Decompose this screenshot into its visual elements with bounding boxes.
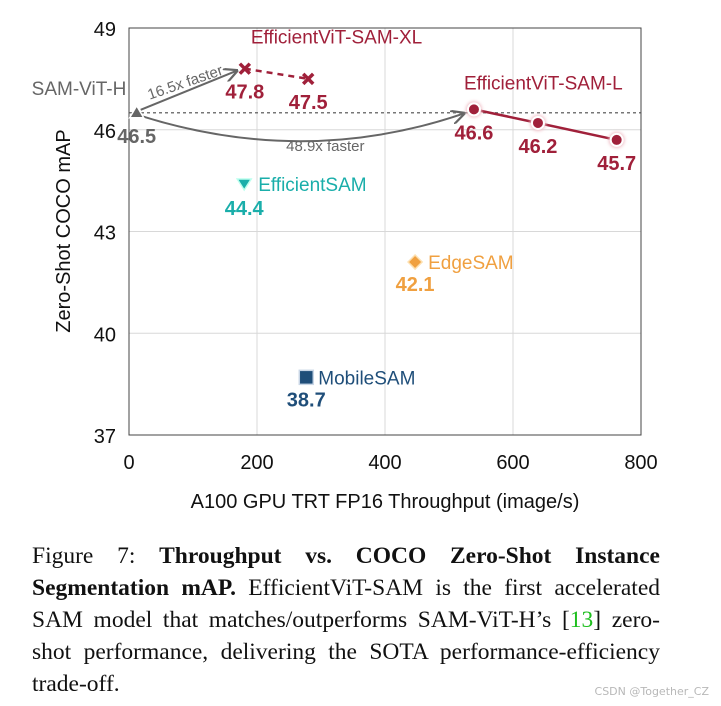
grid [129, 28, 641, 435]
series-efficientvit-sam-xl: 47.8 47.5 EfficientViT-SAM-XL [225, 28, 422, 114]
arrow-16x [140, 71, 237, 111]
y-tick-label: 49 [94, 19, 116, 41]
x-tick-label: 200 [240, 452, 273, 474]
series-label: EdgeSAM [428, 253, 514, 274]
series-line [244, 67, 309, 81]
series-label: SAM-ViT-H [32, 79, 127, 100]
data-label: 47.8 [225, 82, 264, 104]
triangle-marker [235, 178, 253, 192]
circle-marker [609, 132, 624, 147]
x-axis-label: A100 GPU TRT FP16 Throughput (image/s) [191, 491, 580, 513]
data-label: 47.5 [289, 92, 328, 114]
chart: 0 200 400 600 800 37 40 43 46 49 16.5x faster 48.9… [32, 19, 658, 513]
data-label: 46.6 [454, 122, 493, 144]
y-tick-label: 40 [94, 324, 116, 346]
y-tick-label: 43 [94, 223, 116, 245]
axes: 0 200 400 600 800 37 40 43 46 49 [94, 19, 658, 474]
x-tick-label: 0 [123, 452, 134, 474]
data-label: 38.7 [287, 389, 326, 411]
series-sam-vit-h: 46.5 SAM-ViT-H [32, 79, 156, 148]
square-marker [298, 369, 315, 386]
caption-text: EfficientViT-SAM is the first accelerate… [32, 575, 660, 633]
circle-marker [530, 115, 545, 130]
y-axis-label: Zero-Shot COCO mAP [53, 129, 75, 332]
series-label: EfficientViT-SAM-L [464, 73, 623, 94]
x-tick-label: 800 [624, 452, 657, 474]
plot-frame [128, 27, 642, 436]
annotation-label: 48.9x faster [286, 138, 364, 155]
x-tick-label: 400 [368, 452, 401, 474]
series-label: EfficientSAM [258, 175, 366, 196]
series-efficientvit-sam-l: 46.6 46.2 45.7 EfficientViT-SAM-L [454, 73, 636, 175]
marks: 16.5x faster 48.9x faster 46.5 SAM-ViT-H 47.… [32, 28, 636, 412]
circle-marker [466, 102, 481, 117]
data-label: 42.1 [396, 274, 435, 296]
series-label: EfficientViT-SAM-XL [251, 28, 422, 49]
watermark: CSDN @Together_CZ [594, 685, 709, 698]
y-tick-label: 37 [94, 426, 116, 448]
caption-text-2: ] zero-shot performance, delivering the … [32, 607, 660, 697]
y-tick-label: 46 [94, 121, 116, 143]
data-label: 46.5 [117, 126, 156, 148]
annotation-label: 16.5x faster [145, 62, 225, 104]
x-tick-label: 600 [496, 452, 529, 474]
data-label: 44.4 [225, 198, 265, 220]
diamond-marker [407, 253, 424, 271]
caption-bold: Throughput vs. COCO Zero-Shot Instance S… [32, 543, 660, 601]
arrow-48x [140, 113, 464, 143]
series-label: MobileSAM [318, 368, 415, 389]
figure-caption: Figure 7: Throughput vs. COCO Zero-Shot … [32, 540, 660, 700]
caption-prefix: Figure 7: [32, 543, 160, 569]
data-label: 46.2 [518, 136, 557, 158]
citation-link[interactable]: 13 [569, 607, 594, 633]
x-marker [238, 62, 252, 75]
triangle-marker [128, 104, 145, 119]
data-label: 45.7 [597, 153, 636, 175]
x-marker [301, 72, 315, 86]
